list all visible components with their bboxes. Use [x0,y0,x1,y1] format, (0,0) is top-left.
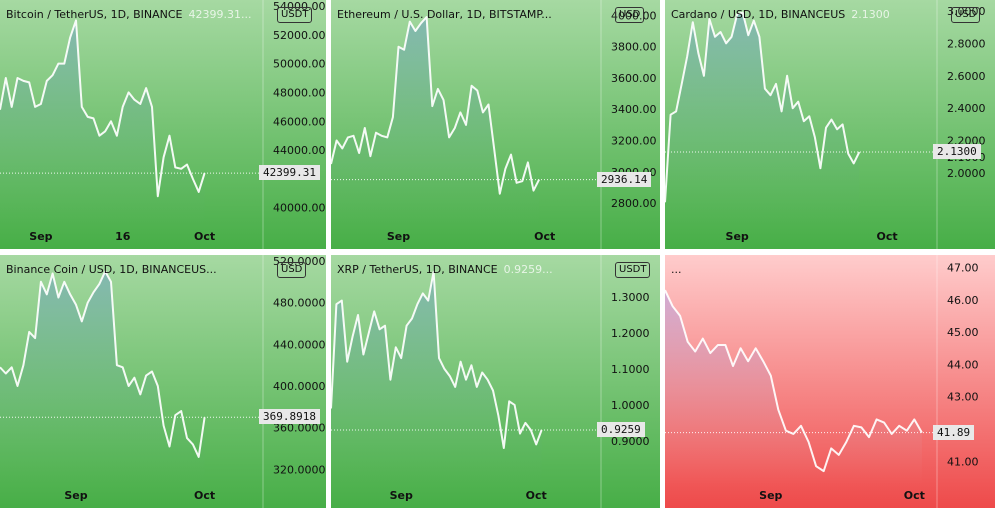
series-area [331,17,540,225]
y-tick-label: 2800.00 [611,197,657,210]
y-tick-label: 1.1000 [611,363,650,376]
y-tick-label: 52000.00 [273,29,326,42]
y-tick-label: 3400.00 [611,103,657,116]
series-area [0,20,205,226]
chart-svg: 47.00 46.00 45.00 44.00 43.00 41.00 Sep Oct [665,255,995,508]
last-price-label: 369.8918 [259,409,320,425]
y-tick-label: 4000.00 [611,9,657,22]
symbol-price: 42399.31... [188,8,252,21]
y-tick-label: 1.2000 [611,327,650,340]
currency-badge[interactable]: USDT [615,262,651,278]
symbol-price: 2.1300 [851,8,890,21]
chart-panel-sixth[interactable]: 47.00 46.00 45.00 44.00 43.00 41.00 Sep Oct... 4… [665,255,995,508]
x-tick-label: Sep [64,489,87,502]
currency-badge[interactable]: USD [951,7,981,23]
chart-title: ... [671,263,682,276]
y-tick-label: 44.00 [947,358,979,371]
y-tick-label: 46.00 [947,294,979,307]
currency-badge[interactable]: USD [615,7,645,23]
y-tick-label: 2.4000 [947,102,986,115]
x-tick-label: Oct [194,230,215,243]
last-price-label: 0.9259 [597,422,645,438]
series-line [0,270,206,458]
y-tick-label: 3200.00 [611,135,657,148]
chart-svg: 520.0000 480.0000 440.0000 400.0000 360.0000… [0,255,326,508]
y-tick-label: 3600.00 [611,72,657,85]
series-line [331,16,540,195]
series-area [665,12,860,225]
x-tick-label: Oct [526,489,547,502]
y-tick-label: 40000.00 [273,202,326,215]
chart-title: XRP / TetherUS, 1D, BINANCE 0.9259... [337,263,553,276]
y-tick-label: 48000.00 [273,86,326,99]
chart-title: Cardano / USD, 1D, BINANCEUS 2.1300 [671,8,890,21]
currency-badge[interactable]: USDT [277,7,313,23]
x-tick-label: Sep [29,230,52,243]
x-tick-label: Sep [726,230,749,243]
series-line [665,289,923,473]
y-tick-label: 45.00 [947,326,979,339]
y-tick-label: 44000.00 [273,144,326,157]
symbol-name: Ethereum / U.S. Dollar, 1D, BITSTAMP... [337,8,552,21]
y-tick-label: 54000.00 [273,0,326,13]
y-tick-label: 43.00 [947,391,979,404]
chart-svg: 4000.003800.003600.003400.003200.003000.… [331,0,660,249]
symbol-name: XRP / TetherUS, 1D, BINANCE [337,263,498,276]
x-tick-label: Oct [876,230,897,243]
chart-svg: 3.00002.80002.60002.40002.20002.10002.00… [665,0,995,249]
y-tick-label: 41.00 [947,455,979,468]
y-tick-label: 520.0000 [273,255,326,268]
y-tick-label: 0.9000 [611,435,650,448]
y-tick-label: 3800.00 [611,41,657,54]
symbol-name: Binance Coin / USD, 1D, BINANCEUS... [6,263,217,276]
symbol-name: Cardano / USD, 1D, BINANCEUS [671,8,846,21]
last-price-label: 41.89 [933,424,975,440]
y-tick-label: 46000.00 [273,115,326,128]
chart-title: Bitcoin / TetherUS, 1D, BINANCE 42399.31.… [6,8,252,21]
y-tick-label: 1.3000 [611,291,650,304]
y-tick-label: 1.0000 [611,399,650,412]
chart-panel-bitcoin[interactable]: 54000.00 52000.00 50000.00 48000.00 46000.00… [0,0,326,249]
series-line [331,270,543,449]
chart-svg: 54000.00 52000.00 50000.00 48000.00 46000.00… [0,0,326,249]
y-tick-label: 480.0000 [273,297,326,310]
chart-title: Ethereum / U.S. Dollar, 1D, BITSTAMP... [337,8,552,21]
x-tick-label: Sep [390,489,413,502]
symbol-price: 0.9259... [503,263,553,276]
x-tick-label: 16 [115,230,131,243]
series-area [0,271,205,484]
x-tick-label: Oct [904,489,925,502]
y-tick-label: 440.0000 [273,338,326,351]
last-price-label: 2936.14 [597,171,652,187]
last-price-label: 2.1300 [933,144,981,159]
y-tick-label: 2.6000 [947,70,986,83]
x-tick-label: Sep [759,489,782,502]
y-tick-label: 50000.00 [273,58,326,71]
x-tick-label: Oct [194,489,215,502]
chart-title: Binance Coin / USD, 1D, BINANCEUS... [6,263,217,276]
y-tick-label: 2.8000 [947,37,986,50]
x-tick-label: Sep [387,230,410,243]
series-area [331,271,542,484]
chart-panel-binance-coin[interactable]: 520.0000 480.0000 440.0000 400.0000 360.0000… [0,255,326,508]
chart-svg: 1.3000 1.2000 1.1000 1.0000 0.9000 Sep Oct [331,255,660,508]
series-line [665,11,861,203]
chart-panel-xrp[interactable]: 1.3000 1.2000 1.1000 1.0000 0.9000 Sep Oct XRP … [331,255,660,508]
y-tick-label: 47.00 [947,261,979,274]
x-tick-label: Oct [534,230,555,243]
symbol-name: Bitcoin / TetherUS, 1D, BINANCE [6,8,183,21]
y-tick-label: 400.0000 [273,380,326,393]
symbol-name: ... [671,263,682,276]
y-tick-label: 360.0000 [273,422,326,435]
y-tick-label: 2.0000 [947,167,986,180]
currency-badge[interactable]: USD [277,262,307,278]
last-price-label: 42399.31 [259,165,320,181]
chart-panel-ethereum[interactable]: 4000.003800.003600.003400.003200.003000.… [331,0,660,249]
chart-panel-cardano[interactable]: 3.00002.80002.60002.40002.20002.10002.00… [665,0,995,249]
y-tick-label: 3.0000 [947,5,986,18]
series-area [665,290,922,484]
series-line [0,19,206,198]
y-tick-label: 320.0000 [273,463,326,476]
